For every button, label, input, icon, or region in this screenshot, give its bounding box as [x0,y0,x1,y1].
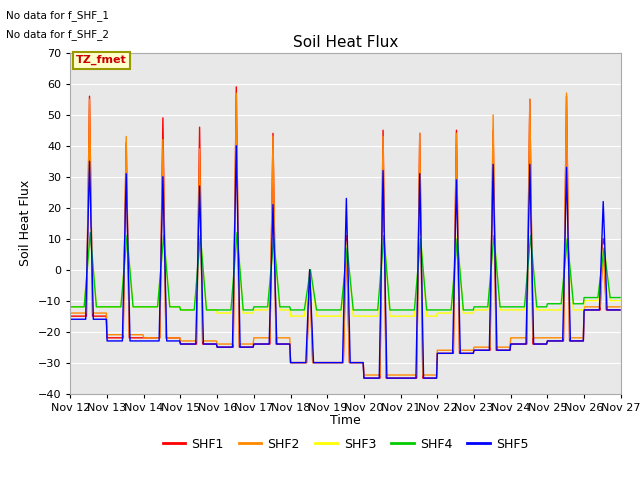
Y-axis label: Soil Heat Flux: Soil Heat Flux [19,180,32,266]
Text: No data for f_SHF_1: No data for f_SHF_1 [6,10,109,21]
Legend: SHF1, SHF2, SHF3, SHF4, SHF5: SHF1, SHF2, SHF3, SHF4, SHF5 [157,432,534,456]
Text: TZ_fmet: TZ_fmet [76,55,127,65]
X-axis label: Time: Time [330,414,361,427]
Title: Soil Heat Flux: Soil Heat Flux [293,35,398,50]
Text: No data for f_SHF_2: No data for f_SHF_2 [6,29,109,40]
